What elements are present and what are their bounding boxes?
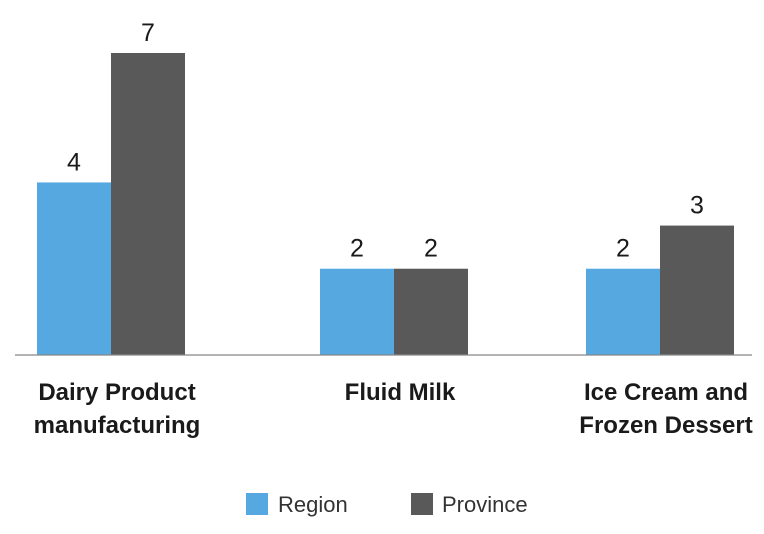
value-label-province-1: 7 xyxy=(141,19,155,47)
category-label-3-line-1: Ice Cream and xyxy=(584,379,748,406)
value-label-region-3: 2 xyxy=(616,235,630,263)
legend-label-region: Region xyxy=(278,492,348,517)
legend-swatch-province xyxy=(411,493,433,515)
value-label-province-3: 3 xyxy=(690,192,704,220)
bar-province-1 xyxy=(111,53,185,355)
legend: Region Province xyxy=(246,492,528,517)
category-label-1-line-1: Dairy Product xyxy=(38,379,195,406)
legend-swatch-region xyxy=(246,493,268,515)
category-label-3-line-2: Frozen Dessert xyxy=(579,412,752,439)
bars-group xyxy=(37,53,734,355)
value-label-region-1: 4 xyxy=(67,148,81,176)
value-labels-group: 4 7 2 2 2 3 xyxy=(67,19,704,263)
legend-label-province: Province xyxy=(442,492,528,517)
bar-region-1 xyxy=(37,182,111,355)
category-label-2-line-1: Fluid Milk xyxy=(345,379,456,406)
category-labels-group: Dairy Product manufacturing Fluid Milk Ice … xyxy=(34,379,753,439)
bar-region-3 xyxy=(586,268,660,355)
bar-province-2 xyxy=(394,268,468,355)
category-label-1-line-2: manufacturing xyxy=(34,412,201,439)
bar-region-2 xyxy=(320,268,394,355)
value-label-region-2: 2 xyxy=(350,235,364,263)
value-label-province-2: 2 xyxy=(424,235,438,263)
bar-province-3 xyxy=(660,225,734,355)
